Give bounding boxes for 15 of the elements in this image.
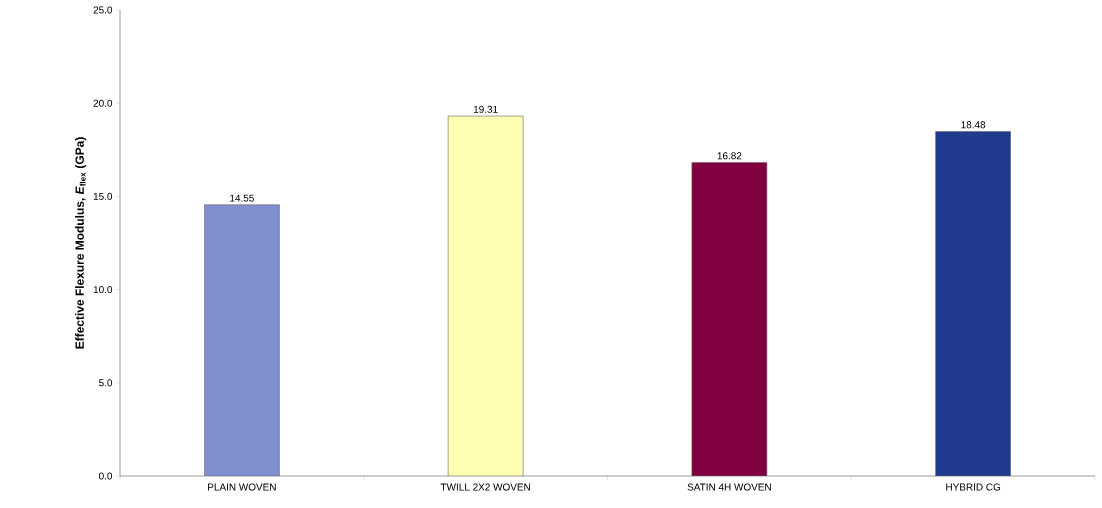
y-tick-label: 25.0: [93, 6, 113, 14]
y-tick-label: 15.0: [93, 192, 113, 200]
data-label: 16.82: [717, 152, 742, 160]
y-tick-label: 10.0: [93, 286, 113, 294]
x-tick-label: PLAIN WOVEN: [208, 483, 276, 491]
x-tick-label: TWILL 2X2 WOVEN: [440, 483, 530, 491]
y-tick-label: 5.0: [99, 379, 113, 387]
y-axis-title: Effective Flexure Modulus, E$_{flex}$ (GPa): [75, 137, 87, 349]
y-tick-label: 20.0: [93, 99, 113, 107]
data-label: 19.31: [473, 105, 498, 113]
data-label: 14.55: [230, 194, 254, 202]
data-label: 18.48: [961, 121, 986, 129]
x-tick-label: HYBRID CG: [946, 483, 1001, 491]
y-tick-label: 0.0: [99, 472, 113, 480]
x-tick-label: SATIN 4H WOVEN: [687, 483, 771, 491]
